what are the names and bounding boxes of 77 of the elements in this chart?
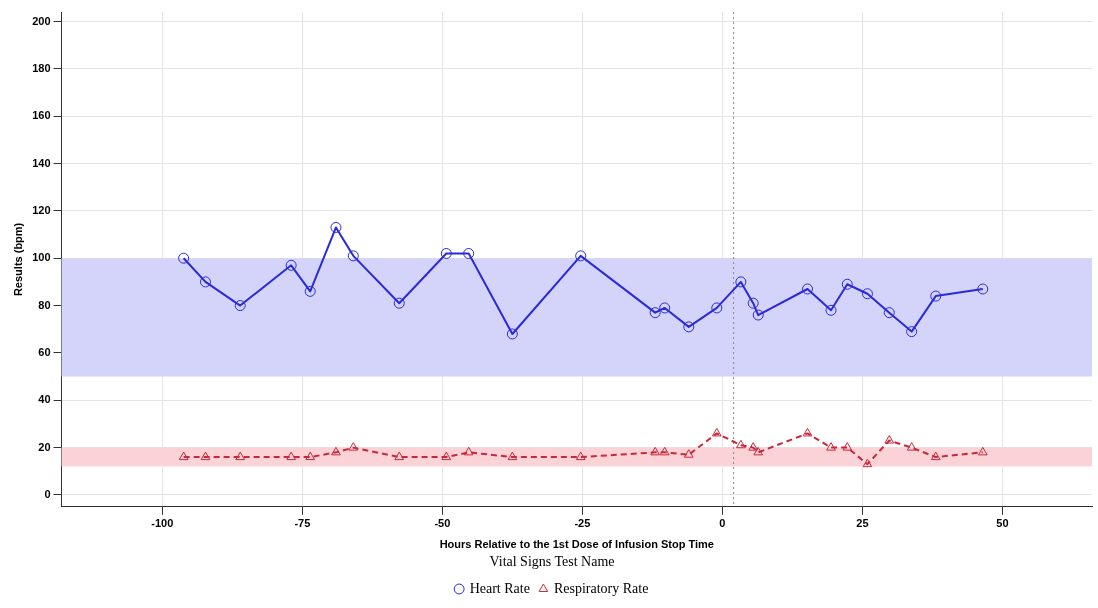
point [841, 278, 853, 290]
point [825, 304, 837, 316]
point [826, 442, 836, 451]
point [441, 451, 452, 461]
point [659, 302, 671, 314]
point [575, 451, 586, 461]
point [683, 321, 695, 333]
point [463, 247, 475, 259]
point [330, 221, 342, 233]
point [199, 276, 211, 288]
point [884, 435, 895, 444]
point [235, 451, 246, 461]
y-tick-label: 40 [38, 393, 51, 406]
point [649, 307, 661, 319]
x-tick-label: 25 [856, 517, 869, 530]
y-tick-label: 120 [32, 203, 51, 216]
y-tick-label: 200 [32, 14, 51, 27]
point [178, 451, 189, 461]
point [802, 427, 813, 437]
point [200, 451, 211, 461]
y-tick-label: 140 [32, 156, 51, 169]
y-tick-label: 100 [32, 251, 51, 264]
point [735, 276, 747, 288]
point [507, 451, 518, 461]
point [393, 297, 405, 309]
point [348, 442, 359, 451]
point [285, 259, 297, 271]
point [506, 328, 518, 340]
point [305, 451, 316, 461]
y-tick-label: 20 [38, 440, 51, 453]
point [930, 451, 941, 461]
x-tick-label: -25 [574, 517, 591, 530]
point [286, 451, 296, 461]
legend-label: Heart Rate [469, 580, 530, 596]
y-tick-label: 160 [32, 109, 51, 122]
y-tick-label: 0 [44, 487, 51, 500]
y-tick-label: 80 [38, 298, 51, 311]
point [906, 442, 917, 451]
point [736, 439, 746, 449]
point [711, 302, 723, 314]
point [394, 451, 405, 461]
y-tick-label: 60 [38, 345, 51, 358]
point [331, 446, 341, 456]
point [463, 446, 474, 456]
point [347, 250, 359, 262]
x-axis-title: Hours Relative to the 1st Dose of Infusion Stop Time [439, 537, 714, 550]
point [802, 283, 814, 295]
point [753, 446, 764, 456]
point [747, 297, 759, 309]
y-axis-title: Results (bpm) [11, 222, 24, 297]
point [842, 442, 853, 451]
point [977, 446, 988, 456]
point [752, 309, 764, 321]
point [650, 446, 661, 456]
point [930, 290, 942, 302]
point [883, 307, 895, 319]
x-tick-label: -100 [151, 517, 174, 530]
legend-label: Respiratory Rate [553, 580, 649, 596]
y-tick-label: 180 [32, 61, 51, 74]
x-tick-label: 0 [719, 517, 726, 530]
point [234, 300, 246, 312]
point [440, 247, 452, 259]
point [906, 326, 918, 338]
point [977, 283, 989, 295]
x-tick-label: -75 [294, 517, 311, 530]
point [748, 442, 759, 451]
legend-title: Vital Signs Test Name [489, 553, 615, 569]
point [861, 288, 873, 300]
point [575, 250, 587, 262]
point [304, 285, 316, 297]
point [862, 458, 873, 468]
point [683, 449, 694, 458]
point [711, 427, 722, 437]
x-tick-label: -50 [434, 517, 451, 530]
point [659, 446, 670, 456]
point [178, 252, 190, 264]
x-tick-label: 50 [996, 517, 1009, 530]
